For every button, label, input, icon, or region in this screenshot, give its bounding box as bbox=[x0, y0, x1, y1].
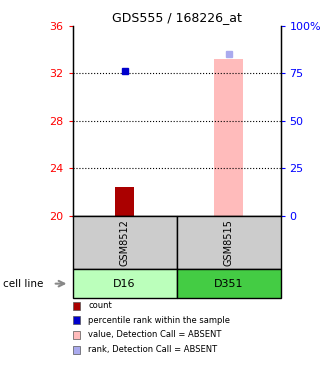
Text: rank, Detection Call = ABSENT: rank, Detection Call = ABSENT bbox=[88, 345, 217, 354]
Title: GDS555 / 168226_at: GDS555 / 168226_at bbox=[112, 11, 242, 25]
Text: percentile rank within the sample: percentile rank within the sample bbox=[88, 316, 230, 325]
Text: cell line: cell line bbox=[3, 279, 44, 289]
Bar bbox=[115, 187, 134, 216]
Text: count: count bbox=[88, 301, 112, 310]
Text: GSM8515: GSM8515 bbox=[223, 219, 234, 266]
Bar bbox=[177, 269, 280, 298]
Text: D351: D351 bbox=[214, 279, 243, 289]
Bar bbox=[73, 216, 177, 269]
Text: value, Detection Call = ABSENT: value, Detection Call = ABSENT bbox=[88, 330, 221, 339]
Bar bbox=[73, 269, 177, 298]
Bar bbox=[214, 59, 243, 216]
Bar bbox=[177, 216, 280, 269]
Text: GSM8512: GSM8512 bbox=[119, 219, 130, 266]
Text: D16: D16 bbox=[113, 279, 136, 289]
